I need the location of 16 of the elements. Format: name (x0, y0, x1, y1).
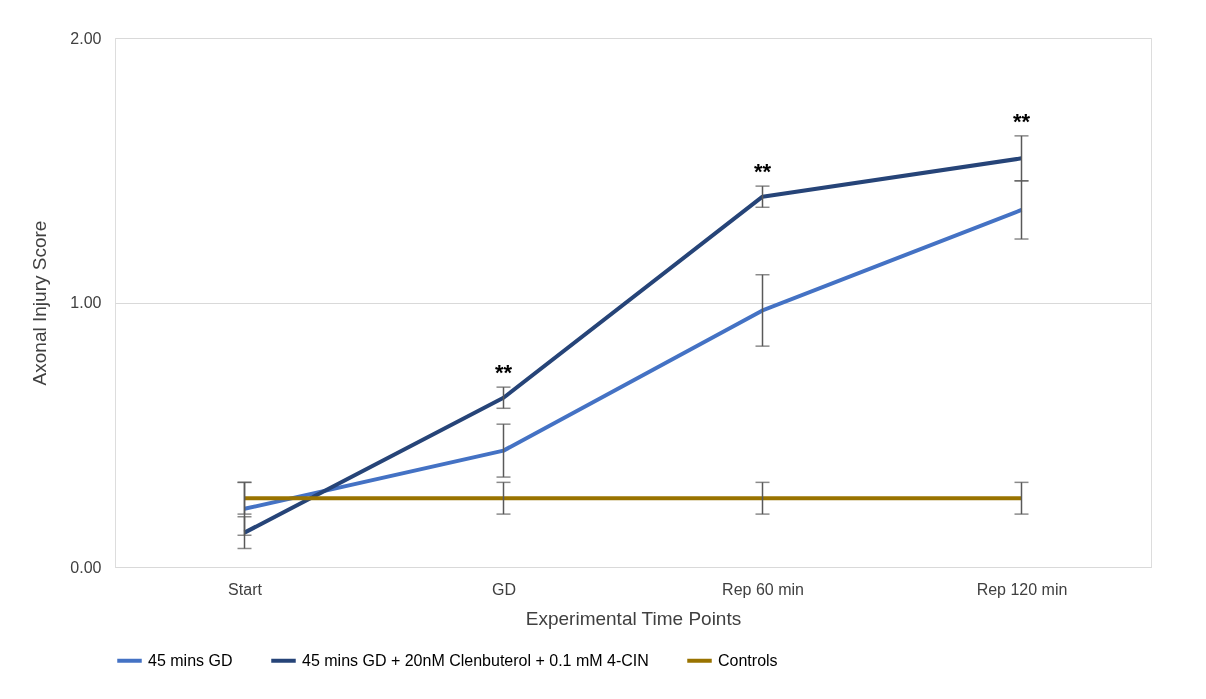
legend-label: 45 mins GD + 20nM Clenbuterol + 0.1 mM 4-CIN (302, 651, 649, 669)
y-axis-title: Axonal Injury Score (29, 220, 51, 386)
legend-label: 45 mins GD (148, 651, 233, 669)
y-tick-label: 2.00 (70, 29, 102, 47)
x-tick-label: Rep 60 min (722, 580, 804, 598)
annotation: ** (1012, 108, 1031, 134)
annotation: ** (753, 159, 772, 185)
y-tick-label: 0.00 (70, 558, 102, 576)
line-series (242, 207, 1024, 511)
x-tick-label: Rep 120 min (976, 580, 1068, 598)
y-tick-label: 1.00 (70, 294, 102, 311)
annotation: ** (494, 360, 513, 386)
x-tick-label: Start (228, 580, 263, 598)
legend-label: Controls (718, 651, 778, 669)
x-axis-title: Experimental Time Points (525, 607, 742, 629)
x-tick-label: GD (492, 580, 516, 598)
